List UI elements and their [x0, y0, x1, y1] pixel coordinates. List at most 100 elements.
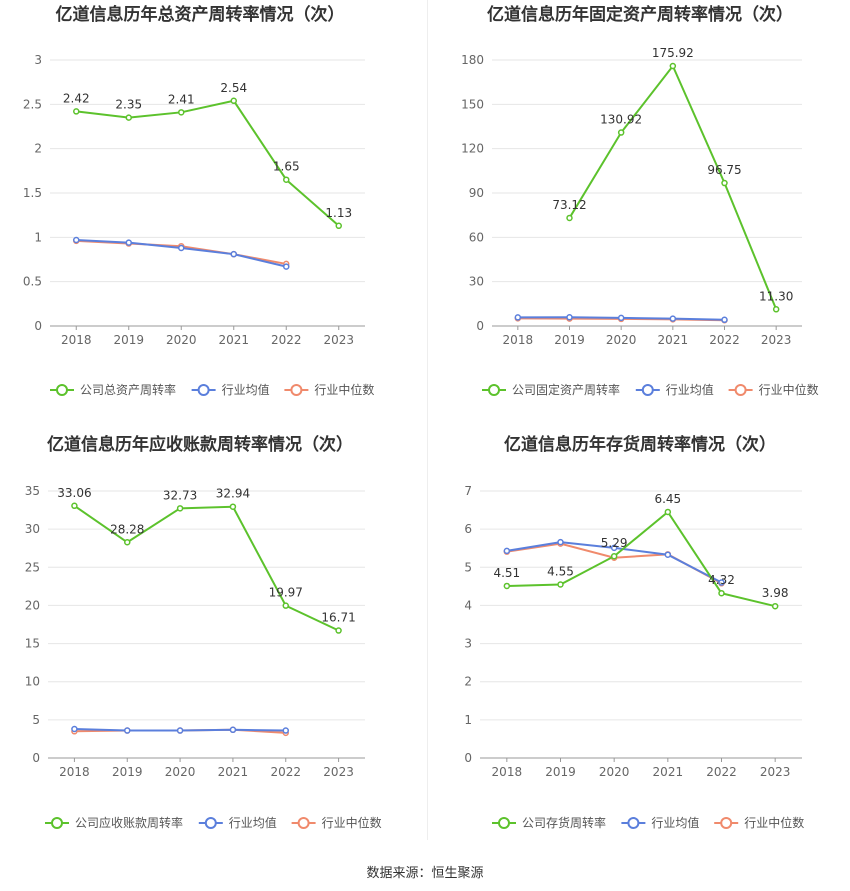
legend-item-company[interactable]: 公司固定资产周转率 — [482, 382, 620, 397]
legend-marker — [488, 384, 500, 396]
y-tick-label: 15 — [25, 637, 40, 651]
data-point-company — [71, 502, 78, 510]
panel-divider — [427, 0, 428, 840]
legend-item-company[interactable]: 公司总资产周转率 — [50, 382, 176, 397]
legend-item-median[interactable]: 行业中位数 — [284, 382, 374, 397]
legend-label: 行业中位数 — [314, 382, 374, 397]
legend-item-company[interactable]: 公司存货周转率 — [492, 815, 606, 830]
y-tick-label: 30 — [25, 522, 40, 536]
legend-item-avg[interactable]: 行业均值 — [621, 815, 699, 830]
data-point-avg — [229, 726, 237, 734]
x-tick-label: 2023 — [323, 765, 354, 779]
data-point-company — [664, 508, 672, 516]
x-tick-label: 2020 — [166, 333, 197, 347]
legend-marker — [204, 817, 217, 829]
y-tick-label: 60 — [469, 230, 484, 244]
chart-title: 亿道信息历年固定资产周转率情况（次） — [487, 4, 793, 25]
x-tick-label: 2022 — [271, 333, 302, 347]
data-point-avg — [124, 727, 131, 734]
data-point-company — [335, 222, 342, 230]
chart-svg: 亿道信息历年应收账款周转率情况（次） 0 5 10 15 20 25 30 35 2018 2019… — [25, 434, 382, 830]
data-point-company — [669, 62, 677, 70]
data-label: 1.65 — [273, 160, 300, 174]
y-tick-label: 180 — [461, 53, 484, 67]
y-tick-label: 150 — [461, 97, 484, 111]
y-tick-label: 25 — [25, 560, 40, 574]
chart-title: 亿道信息历年总资产周转率情况（次） — [56, 4, 345, 25]
chart-receivables-turnover: 亿道信息历年应收账款周转率情况（次） 0 5 10 15 20 25 30 35 2018 2019… — [0, 430, 425, 850]
x-tick-label: 2018 — [492, 765, 523, 779]
x-tick-label: 2020 — [606, 333, 637, 347]
data-label: 4.55 — [547, 564, 574, 578]
y-tick-label: 1 — [34, 230, 42, 244]
legend-item-median[interactable]: 行业中位数 — [728, 382, 819, 397]
data-label: 5.29 — [601, 536, 628, 550]
chart-svg: 亿道信息历年总资产周转率情况（次） 0 0.5 1 1.5 2 2.5 3 2018 2019 20… — [23, 4, 375, 397]
data-point-company — [718, 589, 725, 597]
data-point-avg — [617, 314, 625, 322]
x-tick-label: 2018 — [61, 333, 92, 347]
x-tick-label: 2022 — [706, 765, 737, 779]
data-point-avg — [176, 727, 184, 734]
chart-svg: 亿道信息历年存货周转率情况（次） 0 1 2 3 4 5 6 7 2018 2019 2020 2021… — [464, 434, 804, 830]
chart-svg: 亿道信息历年固定资产周转率情况（次） 0 30 60 90 120 150 180 2018 20… — [461, 4, 819, 397]
data-label: 3.98 — [762, 586, 789, 600]
data-point-company — [229, 503, 237, 510]
series-line-company — [73, 504, 340, 632]
data-point-avg — [669, 315, 677, 322]
data-source: 数据来源：恒生聚源 — [366, 866, 484, 881]
data-point-avg — [283, 263, 290, 270]
data-point-avg — [718, 579, 725, 586]
chart-total-asset-turnover: 亿道信息历年总资产周转率情况（次） 0 0.5 1 1.5 2 2.5 3 2018 2019 20… — [0, 0, 425, 420]
legend-marker — [197, 384, 210, 396]
data-point-company — [557, 581, 564, 588]
legend-label: 公司存货周转率 — [522, 815, 606, 830]
legend-item-median[interactable]: 行业中位数 — [714, 815, 804, 830]
y-tick-label: 0 — [476, 319, 484, 333]
data-label: 73.12 — [552, 198, 586, 212]
data-point-company — [176, 505, 184, 512]
y-tick-label: 3 — [34, 53, 42, 67]
legend-item-avg[interactable]: 行业均值 — [635, 382, 714, 397]
legend-item-median[interactable]: 行业中位数 — [291, 815, 382, 830]
legend-item-avg[interactable]: 行业均值 — [191, 382, 270, 397]
data-point-company — [73, 108, 80, 115]
legend-marker — [641, 384, 654, 396]
y-tick-label: 30 — [469, 275, 484, 289]
legend-marker — [720, 817, 733, 829]
data-point-company — [124, 539, 131, 546]
data-point-company — [772, 306, 780, 313]
legend-label: 行业均值 — [666, 382, 714, 397]
y-tick-label: 35 — [25, 484, 40, 498]
legend-label: 公司固定资产周转率 — [512, 382, 620, 397]
data-point-company — [230, 97, 237, 105]
legend-label: 行业中位数 — [322, 815, 382, 830]
legend-label: 行业均值 — [222, 382, 270, 397]
data-label: 16.71 — [321, 611, 355, 625]
data-point-avg — [557, 538, 564, 546]
y-tick-label: 0 — [464, 751, 472, 765]
y-tick-label: 6 — [464, 522, 472, 536]
x-tick-label: 2021 — [658, 333, 689, 347]
x-tick-label: 2021 — [218, 765, 249, 779]
x-tick-label: 2019 — [545, 765, 576, 779]
data-point-company — [617, 129, 625, 136]
data-point-company — [503, 582, 511, 590]
data-point-company — [566, 214, 573, 222]
data-point-avg — [514, 314, 522, 321]
data-point-avg — [566, 314, 573, 321]
y-tick-label: 20 — [25, 598, 40, 612]
data-label: 11.30 — [759, 289, 793, 303]
data-label: 2.54 — [220, 81, 247, 95]
legend-marker — [290, 384, 303, 396]
data-label: 2.35 — [115, 98, 142, 112]
data-point-company — [771, 602, 779, 610]
legend-item-avg[interactable]: 行业均值 — [198, 815, 277, 830]
legend-marker — [498, 817, 510, 829]
legend-item-company[interactable]: 公司应收账款周转率 — [45, 815, 183, 830]
chart-inventory-turnover: 亿道信息历年存货周转率情况（次） 0 1 2 3 4 5 6 7 2018 2019 2020 2021… — [428, 430, 850, 850]
y-tick-label: 4 — [464, 598, 472, 612]
y-tick-label: 1.5 — [23, 186, 42, 200]
y-tick-label: 2 — [464, 675, 472, 689]
data-label: 96.75 — [707, 163, 741, 177]
